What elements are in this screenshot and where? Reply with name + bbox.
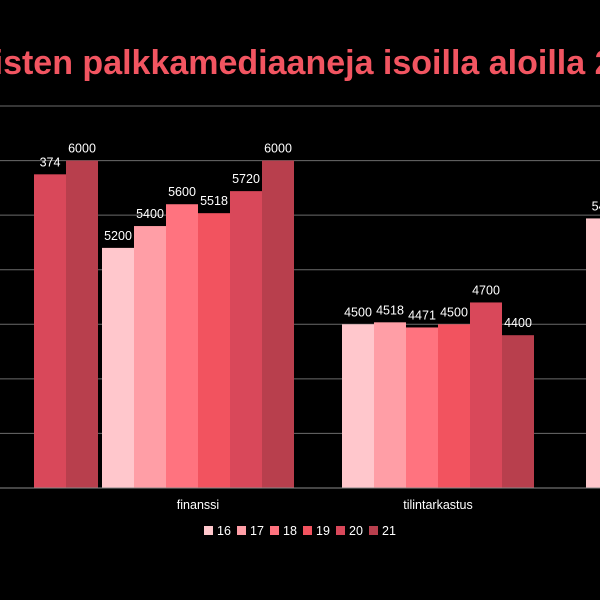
legend-label: 21 — [382, 524, 396, 538]
category-labels: finanssi tilintarkastus — [177, 498, 473, 512]
data-label: 5720 — [232, 172, 260, 186]
data-label: 5200 — [104, 229, 132, 243]
legend-swatch — [270, 526, 279, 535]
data-label: 5518 — [200, 194, 228, 208]
bar — [198, 213, 230, 488]
bar — [342, 324, 374, 488]
data-label: 547 — [592, 199, 600, 213]
data-label: 6000 — [68, 142, 96, 156]
legend-label: 18 — [283, 524, 297, 538]
legend-swatch — [369, 526, 378, 535]
bar — [262, 160, 294, 489]
legend-swatch — [303, 526, 312, 535]
bars — [34, 160, 600, 489]
legend-label: 19 — [316, 524, 330, 538]
bar — [166, 204, 198, 488]
chart-title: Ammattilaisten palkkamediaaneja isoilla … — [0, 44, 600, 82]
legend: 16 17 18 19 20 21 — [204, 524, 396, 538]
data-label: 4500 — [440, 305, 468, 319]
data-label: 374 — [40, 155, 61, 169]
legend-swatch — [204, 526, 213, 535]
bar — [374, 322, 406, 488]
legend-label: 17 — [250, 524, 264, 538]
data-label: 5600 — [168, 185, 196, 199]
data-label: 5400 — [136, 207, 164, 221]
data-label: 4518 — [376, 303, 404, 317]
bar — [470, 302, 502, 488]
bar — [502, 335, 534, 488]
bar — [406, 327, 438, 488]
category-label: finanssi — [177, 498, 219, 512]
data-label: 6000 — [264, 142, 292, 156]
legend-swatch — [237, 526, 246, 535]
data-labels: 374 6000 5200 5400 5600 5518 5720 6000 4500 4518 4… — [40, 142, 600, 331]
bar — [134, 226, 166, 489]
data-label: 4400 — [504, 316, 532, 330]
legend-label: 20 — [349, 524, 363, 538]
data-label: 4500 — [344, 305, 372, 319]
bar — [66, 160, 98, 489]
legend-swatch — [336, 526, 345, 535]
legend-label: 16 — [217, 524, 231, 538]
bar — [102, 247, 134, 488]
bar — [438, 324, 470, 488]
gridlines — [0, 105, 600, 434]
bar — [230, 191, 262, 489]
category-label: tilintarkastus — [403, 498, 472, 512]
bar — [586, 218, 600, 488]
data-label: 4471 — [408, 308, 436, 322]
bar — [34, 174, 66, 488]
data-label: 4700 — [472, 283, 500, 297]
